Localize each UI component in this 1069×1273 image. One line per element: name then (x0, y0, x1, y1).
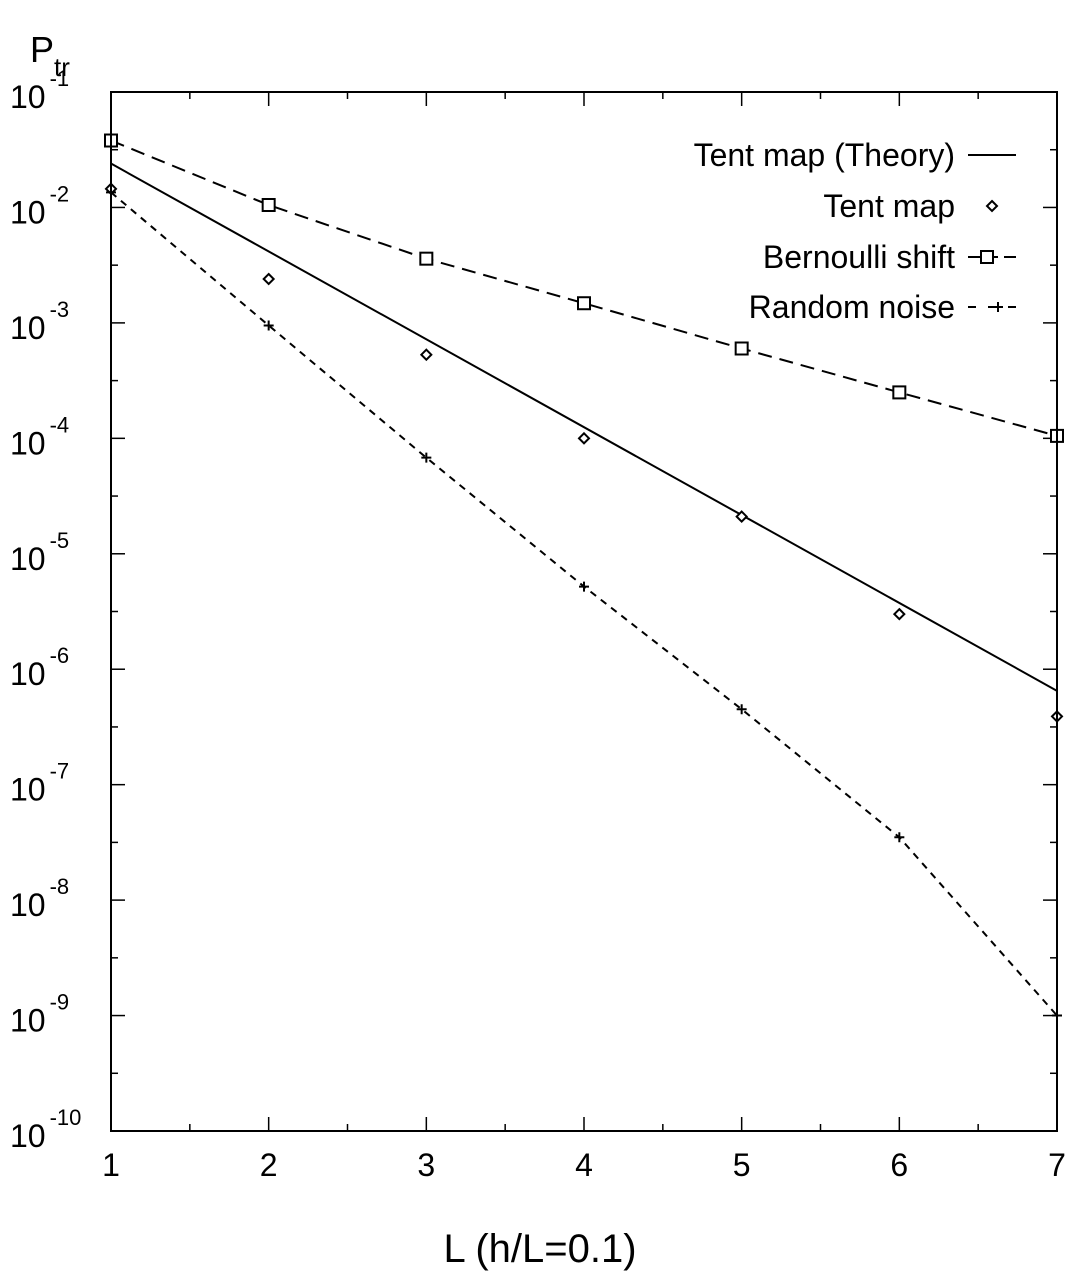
legend-marker-plus (993, 302, 1003, 312)
y-axis-title-sub: tr (54, 52, 70, 82)
y-tick-label-base: 10 (10, 79, 46, 115)
y-tick-label: 10-3 (10, 297, 69, 346)
y-tick-label: 10-7 (10, 759, 69, 808)
legend-entry: Tent map (Theory) (694, 137, 1016, 173)
legend-marker-square (980, 250, 994, 264)
y-tick-label-base: 10 (10, 310, 46, 346)
y-tick-label-exponent: -7 (50, 759, 70, 784)
data-point-diamond (262, 272, 276, 286)
x-tick-label: 5 (733, 1147, 751, 1183)
y-tick-label: 10-4 (10, 412, 69, 461)
data-point-square (419, 251, 434, 266)
legend-label: Tent map (Theory) (694, 137, 955, 173)
y-axis-title-main: P (30, 29, 54, 70)
y-axis-title: Ptr (30, 29, 70, 82)
axes: 10-110-210-310-410-510-610-710-810-910-1… (10, 66, 1066, 1183)
y-tick-label-exponent: -4 (50, 412, 70, 437)
legend-entry: Random noise (749, 289, 1016, 325)
x-tick-label: 2 (260, 1147, 278, 1183)
data-point-plus (263, 320, 274, 331)
data-point-square (261, 197, 276, 212)
y-tick-label-exponent: -5 (50, 528, 70, 553)
x-tick-label: 6 (890, 1147, 908, 1183)
legend-label: Bernoulli shift (763, 239, 955, 275)
data-point-diamond (577, 431, 591, 445)
y-tick-label-base: 10 (10, 887, 46, 923)
legend-label: Tent map (823, 188, 955, 224)
data-point-diamond (419, 348, 433, 362)
data-point-square (577, 296, 591, 311)
y-tick-label-exponent: -1 (50, 66, 70, 91)
y-tick-label-exponent: -10 (50, 1105, 82, 1130)
y-tick-label: 10-2 (10, 181, 69, 230)
x-axis-title: L (h/L=0.1) (443, 1227, 636, 1271)
data-point-plus (736, 704, 747, 715)
y-tick-label-base: 10 (10, 1003, 46, 1039)
y-tick-label-base: 10 (10, 425, 46, 461)
legend: Tent map (Theory) Tent map Bernoulli shift… (694, 137, 1016, 325)
y-tick-label-base: 10 (10, 656, 46, 692)
x-tick-label: 4 (575, 1147, 593, 1183)
y-tick-label-base: 10 (10, 1118, 46, 1154)
legend-marker-diamond (985, 199, 999, 213)
legend-entry: Tent map (823, 188, 999, 224)
y-tick-label: 10-1 (10, 66, 69, 115)
y-tick-label: 10-9 (10, 990, 69, 1039)
y-tick-label: 10-8 (10, 874, 69, 923)
y-tick-label-exponent: -8 (50, 874, 70, 899)
legend-label: Random noise (749, 289, 955, 325)
plot-frame (110, 91, 1058, 1132)
y-tick-label: 10-10 (10, 1105, 81, 1154)
data-point-plus (894, 832, 905, 843)
x-tick-label: 3 (417, 1147, 435, 1183)
y-tick-label-exponent: -6 (50, 643, 70, 668)
data-point-square (892, 385, 907, 400)
y-tick-label-exponent: -3 (50, 297, 70, 322)
data-point-diamond (735, 510, 749, 523)
x-tick-label: 1 (102, 1147, 120, 1183)
legend-entry: Bernoulli shift (763, 239, 1016, 275)
data-point-plus (421, 452, 432, 463)
series-line (110, 162, 1058, 692)
y-tick-label-base: 10 (10, 194, 46, 230)
data-point-square (734, 341, 749, 356)
data-point-diamond (892, 607, 906, 621)
y-tick-label-exponent: -9 (50, 990, 70, 1015)
y-tick-label: 10-6 (10, 643, 69, 692)
y-tick-label-base: 10 (10, 541, 46, 577)
y-tick-label: 10-5 (10, 528, 69, 577)
y-tick-label-base: 10 (10, 772, 46, 808)
x-tick-label: 7 (1048, 1147, 1066, 1183)
series-0 (110, 162, 1058, 692)
y-tick-label-exponent: -2 (50, 181, 70, 206)
data-point-plus (579, 581, 589, 592)
